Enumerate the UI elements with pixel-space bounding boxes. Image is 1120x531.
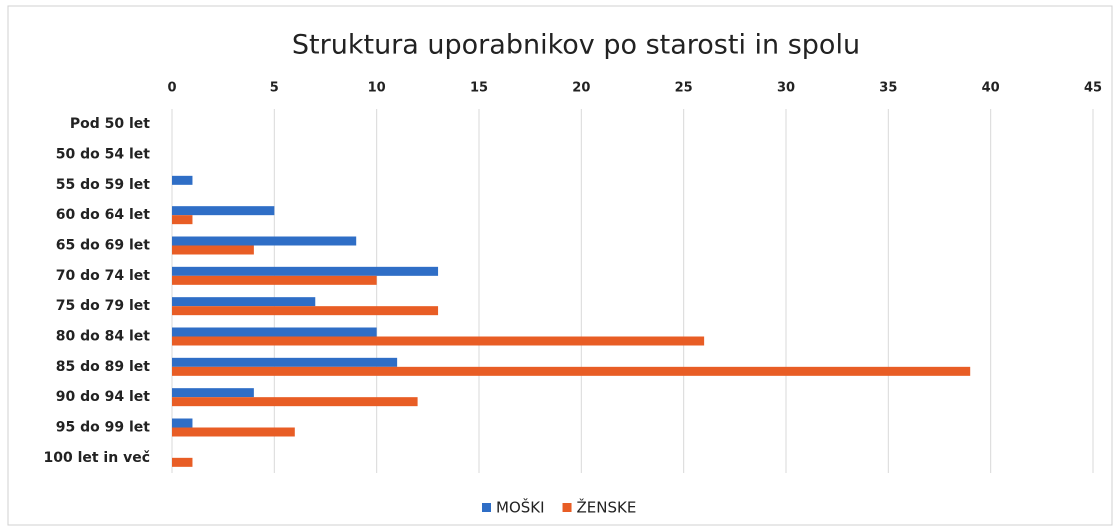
y-tick-label: 60 do 64 let [56,207,151,223]
x-tick-label: 35 [879,81,897,96]
x-tick-label: 5 [270,81,279,96]
bar [172,418,193,428]
y-tick-label: 95 do 99 let [56,420,151,436]
x-tick-label: 0 [167,81,176,96]
y-tick-label: 70 do 74 let [56,268,151,284]
chart-frame [7,5,1113,526]
bar [172,397,418,407]
bar [172,357,398,367]
bar [172,297,316,307]
y-tick-label: 65 do 69 let [56,238,151,254]
y-tick-label: 80 do 84 let [56,329,151,345]
y-tick-label: 90 do 94 let [56,389,151,405]
y-tick-label: 50 do 54 let [56,147,151,163]
bar [172,306,439,316]
x-tick-label: 15 [470,81,488,96]
bar [172,175,193,185]
legend-label: MOŠKI [496,498,545,517]
x-tick-label: 45 [1084,81,1102,96]
bar [172,388,254,398]
bar [172,366,971,376]
bar [172,275,377,285]
bar [172,327,377,337]
x-tick-label: 25 [675,81,693,96]
x-tick-label: 20 [572,81,590,96]
y-tick-label: 85 do 89 let [56,359,151,375]
y-tick-label: Pod 50 let [70,116,150,132]
bar [172,336,705,346]
y-tick-label: 100 let in več [43,450,150,466]
x-tick-label: 40 [982,81,1000,96]
x-tick-label: 30 [777,81,795,96]
bar [172,457,193,467]
legend-swatch [562,503,572,512]
bar [172,245,254,255]
legend-label: ŽENSKE [577,498,637,517]
bar [172,236,357,246]
legend-swatch [482,503,491,512]
bar [172,427,295,437]
chart-title: Struktura uporabnikov po starosti in spo… [292,30,860,61]
bar [172,206,275,216]
bar [172,215,193,225]
bar [172,266,439,276]
x-tick-label: 10 [368,81,386,96]
y-tick-label: 75 do 79 let [56,298,151,314]
y-tick-label: 55 do 59 let [56,177,151,193]
